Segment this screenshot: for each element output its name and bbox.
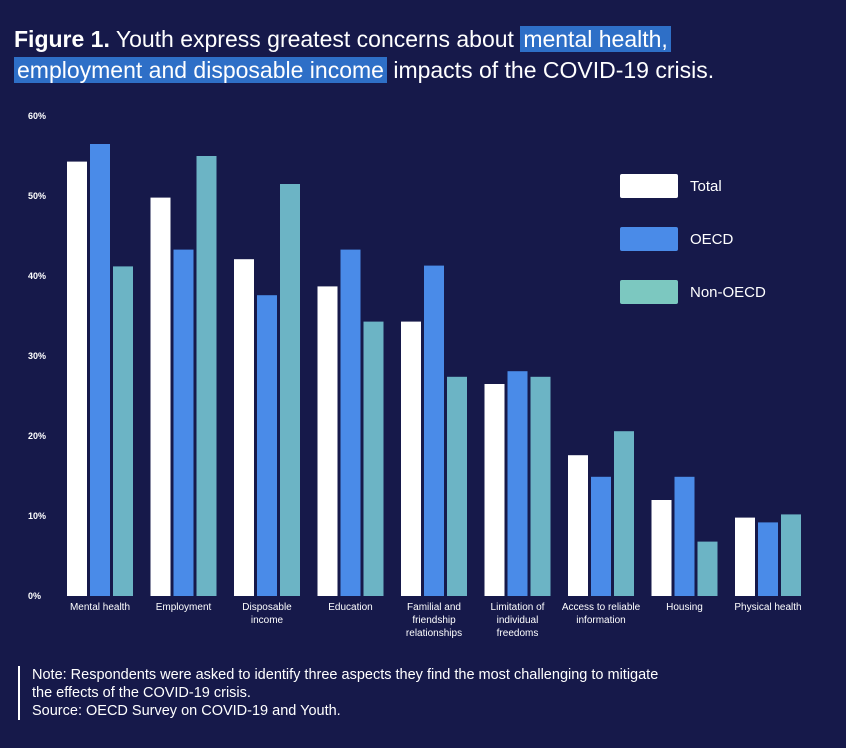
figure-label: Figure 1. <box>14 26 110 52</box>
category-label: Education <box>328 602 372 613</box>
title-highlight-1: mental health, <box>520 26 671 52</box>
bar-oecd <box>257 295 277 596</box>
bar-total <box>484 384 505 596</box>
footnote: Note: Respondents were asked to identify… <box>18 666 842 720</box>
bar-oecd <box>340 249 361 596</box>
bar-oecd <box>758 522 778 596</box>
chart-title: Figure 1. Youth express greatest concern… <box>14 24 834 86</box>
note-line-1: Note: Respondents were asked to identify… <box>32 667 659 683</box>
bar-total <box>150 197 171 596</box>
y-axis: 0% 10% 20% 30% 40% 50% 60% <box>28 111 46 601</box>
title-highlight-2: employment and disposable income <box>14 57 387 83</box>
bar-total <box>317 286 338 596</box>
bar-total <box>401 321 421 596</box>
bar-chart: 0% 10% 20% 30% 40% 50% 60% Mental health Employ… <box>28 111 802 639</box>
category-label: Familial and friendship relationships <box>406 602 462 639</box>
bar-non-oecd <box>697 541 718 596</box>
category-label: Mental health <box>70 602 130 613</box>
legend-label: Total <box>690 178 722 195</box>
bar-non-oecd <box>614 431 634 596</box>
bar-non-oecd <box>781 514 801 596</box>
y-tick-label: 30% <box>28 351 46 361</box>
bar-total <box>234 259 254 596</box>
legend-label: OECD <box>690 231 734 248</box>
bar-oecd <box>424 265 444 596</box>
category-label: Housing <box>666 602 703 613</box>
bar-oecd <box>507 371 528 596</box>
bar-non-oecd <box>363 321 384 596</box>
bar-non-oecd <box>113 266 133 596</box>
category-label: Physical health <box>734 602 801 613</box>
bar-total <box>651 500 672 596</box>
legend-swatch <box>620 280 678 304</box>
bar-oecd <box>591 476 611 596</box>
legend: Total OECD Non-OECD <box>620 174 766 304</box>
legend-swatch <box>620 227 678 251</box>
category-label: Disposable income <box>242 602 292 626</box>
bar-oecd <box>674 476 695 596</box>
category-label: Employment <box>156 602 212 613</box>
bars <box>67 144 801 596</box>
y-tick-label: 60% <box>28 111 46 121</box>
y-tick-label: 10% <box>28 511 46 521</box>
bar-non-oecd <box>447 376 467 596</box>
note-line-2: the effects of the COVID-19 crisis. <box>32 685 251 701</box>
bar-non-oecd <box>280 184 300 596</box>
bar-non-oecd <box>530 376 551 596</box>
y-tick-label: 20% <box>28 431 46 441</box>
y-tick-label: 0% <box>28 591 41 601</box>
title-text: Youth express greatest concerns about <box>115 26 514 52</box>
source-line: Source: OECD Survey on COVID-19 and Yout… <box>32 703 341 719</box>
bar-total <box>735 517 755 596</box>
y-tick-label: 40% <box>28 271 46 281</box>
y-tick-label: 50% <box>28 191 46 201</box>
category-label: Access to reliable information <box>562 602 641 626</box>
category-labels: Mental health Employment Disposable income E… <box>70 602 802 639</box>
bar-oecd <box>173 249 194 596</box>
bar-non-oecd <box>196 156 217 596</box>
legend-swatch <box>620 174 678 198</box>
legend-label: Non-OECD <box>690 284 766 301</box>
title-text-end: impacts of the COVID-19 crisis. <box>393 57 715 83</box>
bar-total <box>568 455 588 596</box>
bar-oecd <box>90 144 110 596</box>
bar-total <box>67 161 87 596</box>
category-label: Limitation of individual freedoms <box>491 602 545 639</box>
